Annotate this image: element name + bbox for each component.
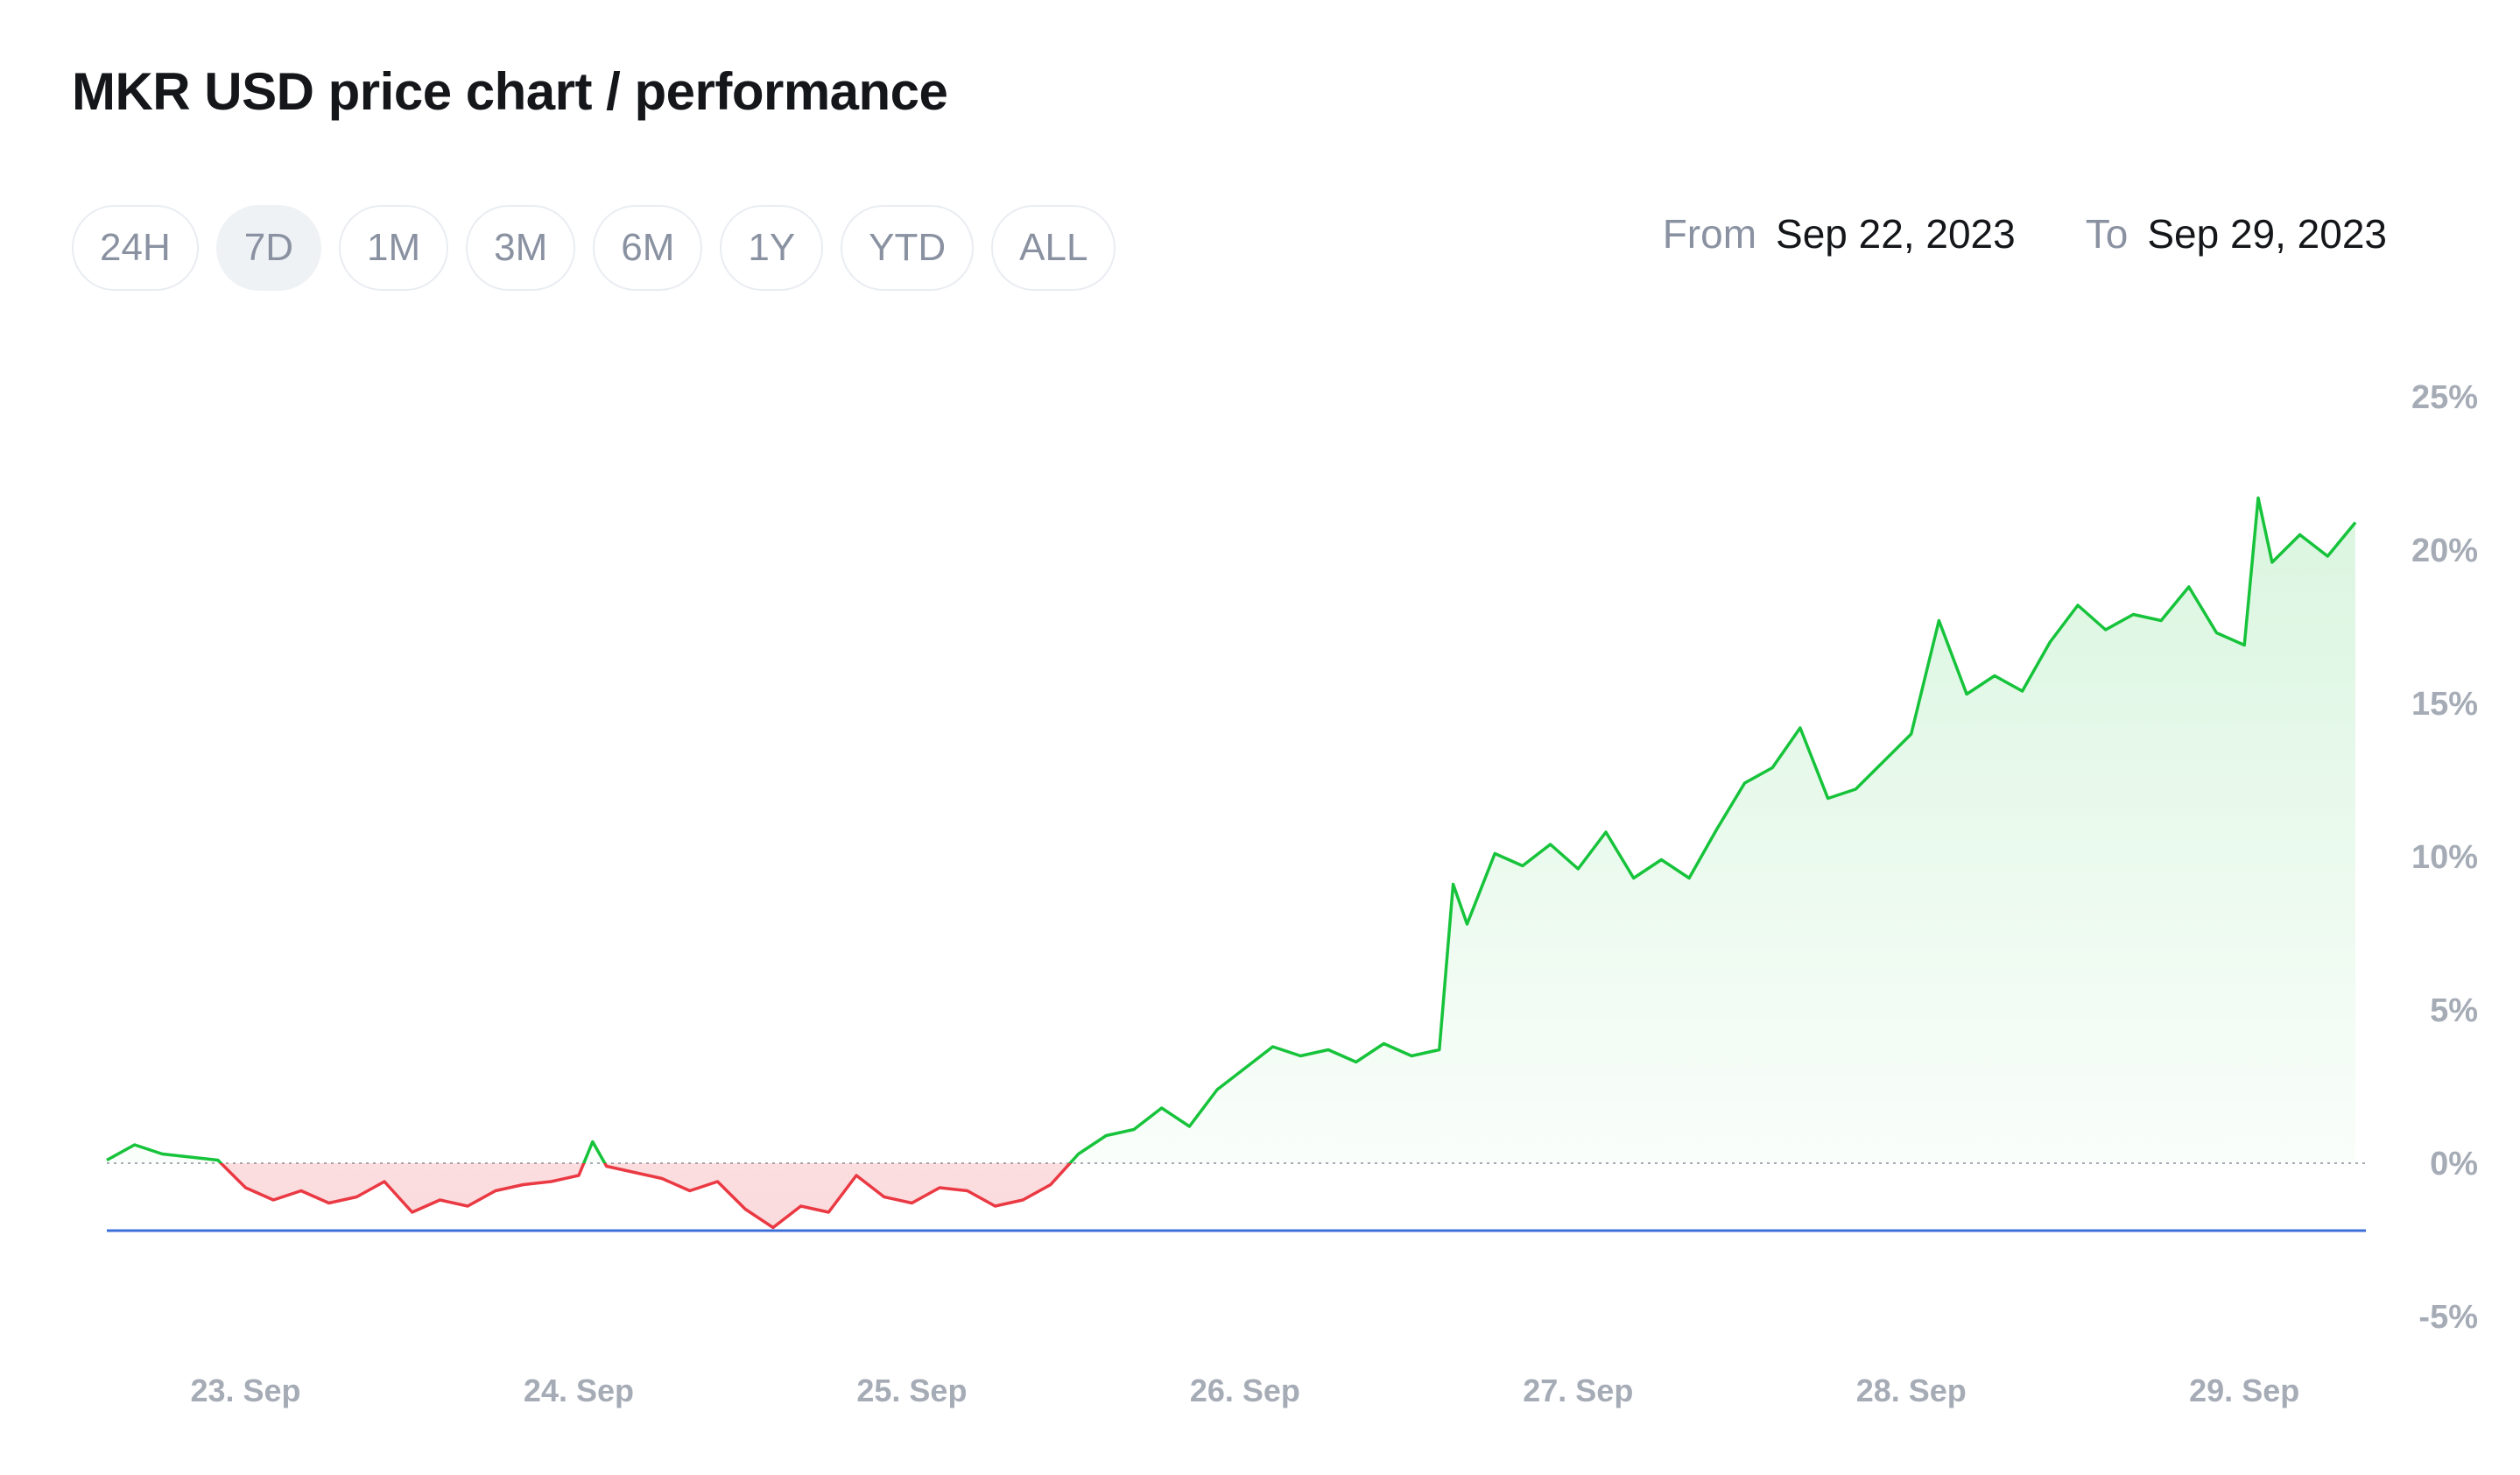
range-button-1m[interactable]: 1M (338, 205, 449, 291)
area-fill-above-baseline (107, 498, 2355, 1163)
x-tick-label: 28. Sep (1856, 1373, 1967, 1408)
range-button-ytd[interactable]: YTD (841, 205, 975, 291)
y-axis: 25% 20% 15% 10% 5% 0% -5% (2411, 379, 2478, 1336)
y-tick-label: 20% (2411, 533, 2478, 569)
x-tick-label: 29. Sep (2189, 1373, 2299, 1408)
range-button-6m[interactable]: 6M (593, 205, 703, 291)
y-tick-label: 25% (2411, 379, 2478, 416)
range-selector: 24H 7D 1M 3M 6M 1Y YTD ALL (72, 205, 1116, 291)
x-tick-label: 27. Sep (1523, 1373, 1633, 1408)
price-line-below-baseline (218, 1163, 1073, 1230)
to-label: To (2085, 211, 2129, 257)
y-tick-label: 0% (2430, 1146, 2478, 1182)
from-label: From (1662, 211, 1757, 257)
range-button-7d[interactable]: 7D (215, 205, 321, 291)
y-tick-label: -5% (2418, 1299, 2478, 1336)
x-tick-label: 23. Sep (190, 1373, 300, 1408)
range-button-1y[interactable]: 1Y (720, 205, 824, 291)
area-fill-below-baseline (107, 1163, 2355, 1228)
y-tick-label: 5% (2430, 992, 2478, 1029)
range-button-all[interactable]: ALL (991, 205, 1116, 291)
to-date[interactable]: Sep 29, 2023 (2147, 211, 2387, 257)
x-tick-label: 25. Sep (856, 1373, 967, 1408)
x-axis: 23. Sep 24. Sep 25. Sep 26. Sep 27. Sep 28. S… (190, 1373, 2299, 1408)
price-line-above-baseline (106, 496, 2357, 1163)
from-date[interactable]: Sep 22, 2023 (1776, 211, 2016, 257)
x-tick-label: 26. Sep (1190, 1373, 1300, 1408)
y-tick-label: 15% (2411, 686, 2478, 723)
range-button-3m[interactable]: 3M (466, 205, 576, 291)
x-tick-label: 24. Sep (524, 1373, 634, 1408)
y-tick-label: 10% (2411, 839, 2478, 876)
date-range: From Sep 22, 2023 To Sep 29, 2023 (1663, 210, 2387, 258)
page-title: MKR USD price chart / performance (72, 62, 948, 121)
range-button-24h[interactable]: 24H (72, 205, 199, 291)
